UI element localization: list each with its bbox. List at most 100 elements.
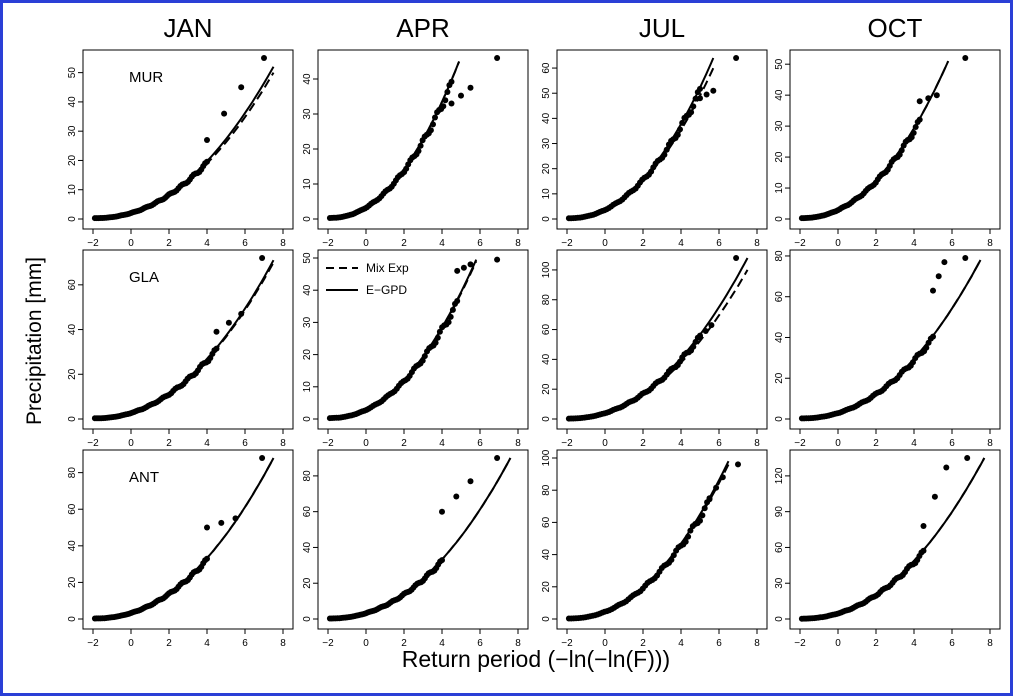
x-tick-label: 8 — [754, 238, 760, 249]
obs-point — [668, 556, 675, 563]
y-tick-label: 20 — [67, 576, 78, 588]
x-tick-label: 6 — [477, 638, 483, 649]
y-tick-label: 30 — [67, 125, 78, 137]
mixexp-curve — [94, 262, 275, 420]
y-tick-label: 80 — [67, 467, 78, 479]
x-tick-label: 4 — [204, 438, 210, 449]
obs-point — [218, 519, 225, 526]
panel-mur-oct: −2 0 2 4 6 8 0 10 20 30 40 50 — [774, 49, 1001, 249]
site-label-ant: ANT — [129, 469, 159, 486]
x-tick-label: −2 — [87, 238, 99, 249]
x-tick-label: −2 — [322, 438, 334, 449]
y-tick-label: 40 — [541, 549, 552, 561]
obs-point — [448, 100, 455, 107]
mixexp-curve — [568, 67, 715, 220]
obs-point — [925, 95, 932, 102]
obs-point-max — [964, 455, 971, 461]
obs-point — [221, 110, 228, 117]
y-tick-label: 40 — [774, 89, 785, 101]
obs-point — [697, 517, 703, 524]
obs-point — [699, 512, 706, 519]
obs-point — [434, 334, 441, 341]
panel-box — [82, 449, 294, 630]
y-tick-label: 50 — [302, 252, 313, 264]
site-label-gla: GLA — [129, 269, 159, 286]
obs-point — [213, 345, 220, 352]
y-tick-label: 20 — [67, 154, 78, 166]
x-tick-label: 4 — [678, 638, 684, 649]
x-tick-label: 2 — [401, 438, 407, 449]
legend-label: Mix Exp — [366, 261, 409, 275]
x-tick-label: 4 — [911, 638, 917, 649]
y-tick-label: 20 — [774, 151, 785, 163]
obs-point — [467, 261, 474, 268]
egpd-curve — [801, 60, 950, 220]
x-tick-label: 2 — [401, 238, 407, 249]
obs-point — [920, 547, 927, 554]
y-axis-label: Precipitation [mm] — [23, 257, 46, 425]
site-label-mur: MUR — [129, 69, 163, 86]
obs-point — [941, 259, 948, 266]
obs-point — [417, 142, 424, 149]
obs-point-max — [733, 55, 740, 61]
obs-point — [920, 523, 927, 529]
y-tick-label: 0 — [67, 416, 78, 422]
obs-point — [467, 478, 474, 485]
x-tick-label: 0 — [363, 438, 369, 449]
x-tick-label: 6 — [242, 238, 248, 249]
panel-box — [317, 249, 529, 430]
obs-point — [225, 319, 232, 326]
obs-point — [238, 310, 245, 317]
obs-point — [448, 78, 455, 85]
obs-point-max — [259, 455, 266, 461]
egpd-curve — [94, 259, 275, 420]
obs-point — [427, 127, 434, 134]
y-tick-label: 20 — [541, 581, 552, 593]
y-tick-label: 0 — [302, 416, 313, 422]
obs-point — [923, 344, 930, 351]
y-tick-label: 20 — [541, 383, 552, 395]
mixexp-curve — [801, 457, 986, 620]
egpd-curve — [329, 457, 512, 620]
x-tick-label: 8 — [515, 638, 521, 649]
x-tick-label: 8 — [280, 238, 286, 249]
y-tick-label: 60 — [67, 279, 78, 291]
x-tick-label: 6 — [949, 638, 955, 649]
y-tick-label: 0 — [774, 416, 785, 422]
month-header-apr: APR — [396, 13, 449, 43]
y-tick-label: 50 — [67, 67, 78, 79]
obs-point-max — [962, 255, 969, 261]
panel-gla-apr: −2 0 2 4 6 8 0 10 20 30 40 50 Mix Exp E−GPD — [302, 249, 529, 449]
x-tick-label: 2 — [401, 638, 407, 649]
y-tick-label: 20 — [302, 143, 313, 155]
obs-point — [421, 353, 428, 360]
x-tick-label: 4 — [678, 438, 684, 449]
y-tick-label: 60 — [541, 324, 552, 336]
y-tick-label: 0 — [541, 416, 552, 422]
panel-mur-jul: −2 0 2 4 6 8 0 10 20 30 40 50 60 — [541, 49, 768, 249]
obs-point — [445, 319, 452, 326]
obs-point — [238, 84, 245, 91]
x-tick-label: 2 — [166, 238, 172, 249]
y-tick-label: 80 — [541, 484, 552, 496]
panel-box — [317, 449, 529, 630]
y-tick-label: 100 — [541, 449, 552, 466]
x-tick-label: 8 — [987, 438, 993, 449]
x-axis-label: Return period (−ln(−ln(F))) — [402, 646, 670, 672]
obs-point — [701, 505, 708, 512]
x-tick-label: 4 — [439, 238, 445, 249]
x-tick-label: 2 — [640, 438, 646, 449]
y-tick-label: 20 — [302, 577, 313, 589]
x-tick-label: 0 — [363, 238, 369, 249]
x-tick-label: −2 — [87, 438, 99, 449]
panel-gla-jan: −2 0 2 4 6 8 0 20 40 60 GLA — [67, 249, 294, 449]
y-tick-label: 10 — [67, 184, 78, 196]
x-tick-label: −2 — [561, 238, 573, 249]
obs-point — [674, 131, 681, 138]
y-tick-label: 80 — [541, 294, 552, 306]
y-tick-label: 30 — [774, 120, 785, 132]
obs-point — [697, 334, 703, 340]
y-tick-label: 0 — [774, 216, 785, 222]
panel-mur-apr: −2 0 2 4 6 8 0 10 20 30 40 — [302, 49, 529, 249]
x-tick-label: 2 — [166, 438, 172, 449]
